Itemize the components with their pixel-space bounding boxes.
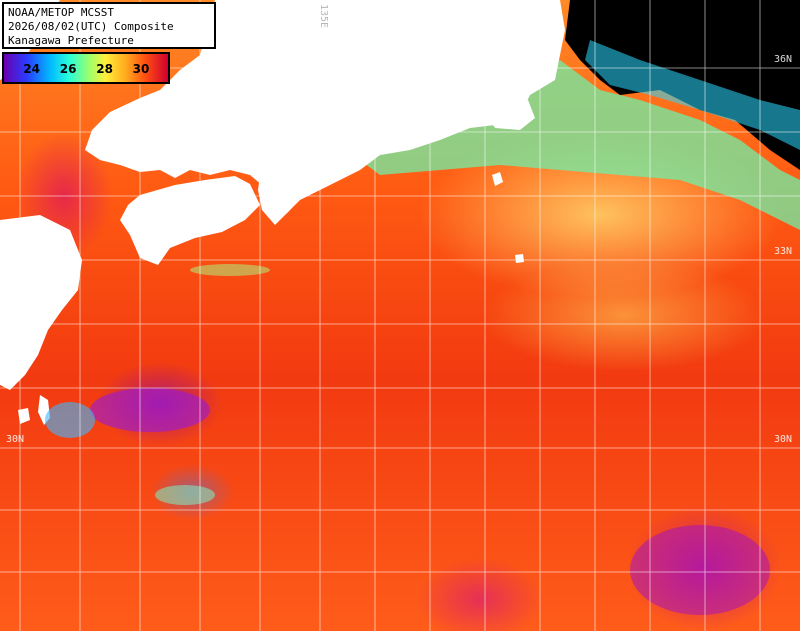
land-boso	[480, 98, 535, 130]
warm-anomaly-2	[630, 525, 770, 615]
cool-patch-1	[45, 402, 95, 438]
land-kii	[258, 155, 298, 225]
cool-water-band-2	[585, 40, 800, 150]
cool-patch-2	[155, 485, 215, 505]
title-line-1: NOAA/METOP MCSST	[8, 6, 114, 19]
land-kyushu	[0, 215, 82, 390]
land-shikoku	[120, 176, 260, 265]
title-box: NOAA/METOP MCSST 2026/08/02(UTC) Composi…	[2, 2, 216, 49]
lon-label-135e: 135E	[318, 4, 329, 29]
land-honshu	[85, 0, 565, 215]
title-line-3: Kanagawa Prefecture	[8, 34, 134, 47]
warm-anomaly-1	[90, 388, 210, 432]
color-legend: 24 26 28 30	[2, 52, 170, 84]
lat-label-36n: 36N	[774, 54, 793, 65]
legend-tick-28: 28	[96, 62, 113, 76]
lat-label-33n: 33N	[774, 246, 793, 257]
lat-label-30n-left: 30N	[6, 434, 25, 445]
legend-tick-26: 26	[59, 62, 77, 76]
title-line-2: 2026/08/02(UTC) Composite	[8, 20, 174, 33]
legend-tick-30: 30	[132, 62, 150, 76]
lat-label-30n-right: 30N	[774, 434, 793, 445]
land-island-yakushima	[18, 408, 30, 424]
cool-patch-3	[190, 264, 270, 276]
cool-water-band	[360, 60, 800, 230]
land-island-hachijo	[515, 254, 524, 263]
legend-tick-24: 24	[23, 62, 41, 76]
land-island-izu	[492, 172, 503, 186]
